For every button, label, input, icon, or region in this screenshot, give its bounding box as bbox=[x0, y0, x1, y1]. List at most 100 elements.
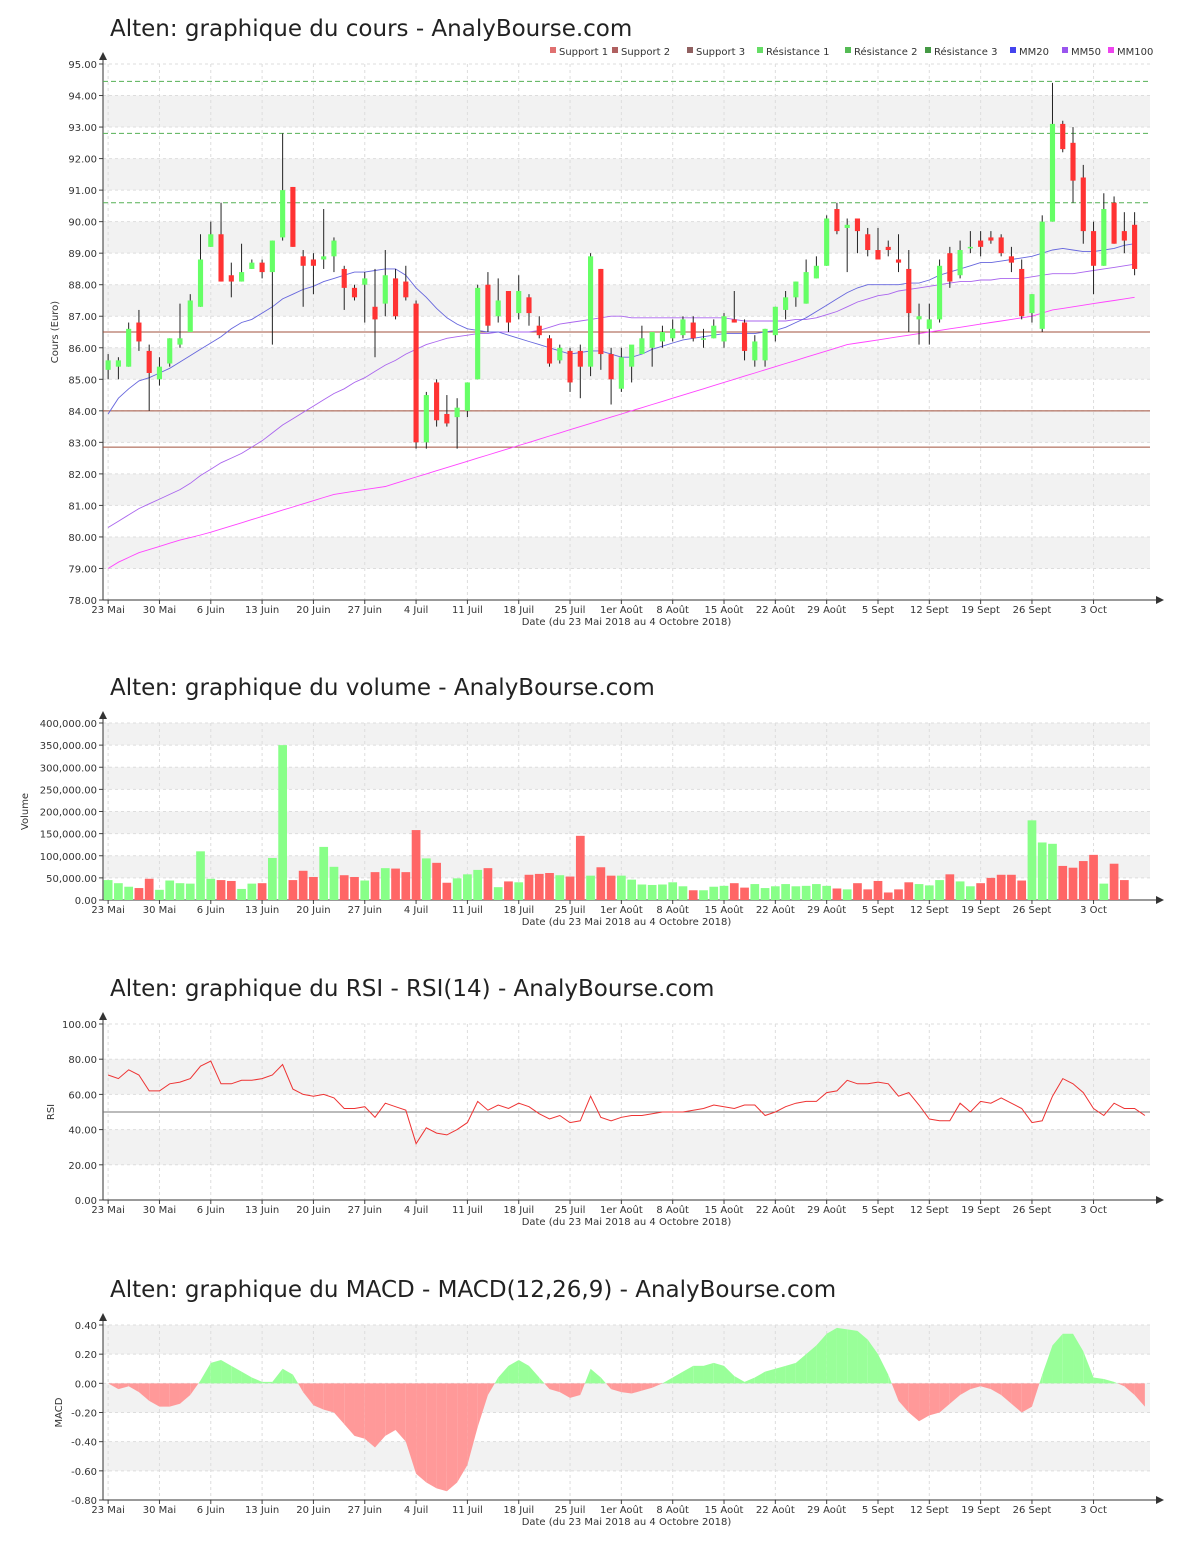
macd-area bbox=[919, 1383, 930, 1422]
macd-area bbox=[221, 1360, 232, 1384]
y-axis-label: Volume bbox=[20, 793, 31, 830]
y-tick-label: -0.40 bbox=[71, 1438, 97, 1449]
candle-body bbox=[998, 237, 1004, 254]
volume-bar bbox=[822, 885, 832, 900]
grid-band bbox=[103, 473, 1150, 506]
x-tick-label: 30 Mai bbox=[143, 1205, 176, 1216]
volume-bar bbox=[555, 875, 565, 900]
legend-swatch bbox=[1010, 47, 1016, 53]
candle-body bbox=[444, 413, 450, 424]
volume-bar bbox=[740, 887, 749, 900]
volume-bar bbox=[770, 886, 780, 900]
volume-bar bbox=[842, 889, 852, 900]
candle-body bbox=[967, 246, 973, 249]
volume-bar bbox=[463, 874, 472, 900]
macd-area bbox=[590, 1368, 601, 1384]
volume-bar bbox=[832, 888, 842, 900]
macd-area bbox=[1114, 1381, 1118, 1384]
volume-bar bbox=[155, 889, 164, 900]
macd-area bbox=[385, 1383, 396, 1436]
macd-area bbox=[149, 1383, 160, 1407]
macd-area bbox=[1052, 1333, 1063, 1384]
x-tick-label: 25 Juil bbox=[555, 905, 586, 916]
y-tick-label: 83.00 bbox=[68, 438, 97, 449]
macd-area bbox=[605, 1383, 612, 1390]
volume-bar bbox=[134, 888, 144, 900]
candle-body bbox=[947, 253, 953, 282]
x-tick-label: 6 Juin bbox=[197, 905, 225, 916]
macd-area bbox=[847, 1329, 858, 1384]
volume-bar bbox=[935, 880, 944, 900]
volume-bar bbox=[750, 884, 760, 900]
legend-swatch bbox=[757, 47, 763, 53]
x-tick-label: 11 Juil bbox=[452, 1505, 483, 1516]
panel-bar: Alten: graphique du volume - AnalyBourse… bbox=[20, 675, 1164, 928]
x-tick-label: 18 Juil bbox=[503, 905, 534, 916]
macd-area bbox=[159, 1383, 170, 1407]
legend-label: Support 1 bbox=[559, 47, 608, 58]
volume-bar bbox=[442, 882, 452, 900]
macd-area bbox=[1117, 1383, 1125, 1387]
macd-area bbox=[494, 1377, 499, 1384]
candle-body bbox=[187, 300, 193, 332]
macd-area bbox=[272, 1368, 283, 1384]
x-tick-label: 1er Août bbox=[600, 904, 643, 916]
volume-bar bbox=[688, 890, 698, 900]
macd-area bbox=[888, 1374, 892, 1384]
volume-bar bbox=[247, 883, 257, 900]
y-tick-label: 150,000.00 bbox=[40, 830, 97, 841]
macd-area bbox=[806, 1345, 817, 1384]
volume-bar bbox=[719, 885, 729, 900]
volume-bar bbox=[781, 884, 790, 900]
volume-bar bbox=[288, 880, 298, 900]
x-tick-label: 26 Sept bbox=[1013, 905, 1052, 916]
chart-title: Alten: graphique du RSI - RSI(14) - Anal… bbox=[110, 976, 714, 1002]
candle-body bbox=[403, 281, 409, 298]
y-tick-label: -0.60 bbox=[71, 1467, 97, 1478]
macd-area bbox=[446, 1383, 458, 1492]
x-tick-label: 4 Juil bbox=[404, 1205, 428, 1216]
x-tick-label: 5 Sept bbox=[862, 605, 894, 616]
volume-bar bbox=[1027, 820, 1037, 900]
volume-bar bbox=[699, 890, 708, 900]
candle-body bbox=[793, 281, 799, 298]
candle-body bbox=[680, 319, 686, 336]
volume-bar bbox=[1068, 867, 1078, 900]
macd-area bbox=[210, 1360, 222, 1384]
macd-area bbox=[292, 1374, 299, 1384]
volume-bar bbox=[791, 886, 801, 900]
candle-body bbox=[485, 284, 491, 326]
volume-bar bbox=[401, 872, 411, 900]
volume-bar bbox=[637, 884, 647, 900]
y-tick-label: 84.00 bbox=[68, 407, 97, 418]
x-tick-label: 11 Juil bbox=[452, 605, 483, 616]
candle-body bbox=[649, 332, 655, 348]
y-tick-label: 300,000.00 bbox=[40, 763, 97, 774]
volume-bar bbox=[883, 892, 893, 900]
volume-bar bbox=[411, 830, 421, 900]
candle-body bbox=[618, 357, 624, 389]
candle-body bbox=[813, 265, 819, 279]
y-tick-label: 79.00 bbox=[68, 564, 97, 575]
candle-body bbox=[1049, 123, 1056, 222]
x-tick-label: 25 Juil bbox=[555, 605, 586, 616]
legend-swatch bbox=[1062, 47, 1068, 53]
candle-body bbox=[197, 259, 204, 307]
x-tick-label: 19 Sept bbox=[961, 1205, 1000, 1216]
candle-body bbox=[475, 287, 481, 380]
y-tick-label: 78.00 bbox=[68, 596, 97, 607]
candle-body bbox=[1080, 177, 1086, 232]
volume-bar bbox=[812, 884, 821, 900]
candle-body bbox=[115, 360, 121, 367]
candle-body bbox=[988, 237, 994, 241]
volume-bar bbox=[175, 883, 185, 900]
volume-bar bbox=[924, 885, 934, 900]
y-tick-label: 20.00 bbox=[68, 1161, 97, 1172]
candle-body bbox=[239, 272, 245, 282]
candle-body bbox=[1029, 294, 1035, 314]
x-tick-label: 3 Oct bbox=[1080, 905, 1107, 916]
x-axis-arrow bbox=[1156, 896, 1164, 904]
y-tick-label: 350,000.00 bbox=[40, 741, 97, 752]
macd-area bbox=[908, 1383, 920, 1422]
macd-area bbox=[580, 1383, 585, 1395]
